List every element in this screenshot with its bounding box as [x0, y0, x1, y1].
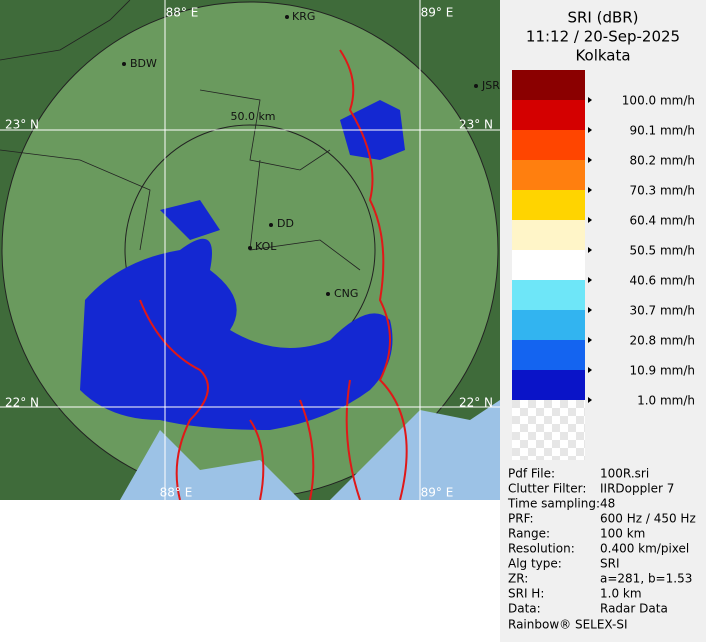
- legend-label: 60.4 mm/h: [629, 214, 695, 228]
- legend-label: 100.0 mm/h: [622, 94, 695, 108]
- info-value: 100R.sri: [600, 467, 649, 481]
- legend-swatch: [512, 310, 585, 340]
- legend-pointer: [588, 217, 592, 223]
- legend-pointer: [588, 187, 592, 193]
- city-label: KOL: [255, 240, 277, 253]
- info-key: Range:: [508, 527, 550, 541]
- graticule: [0, 0, 500, 500]
- legend-swatch: [512, 70, 585, 100]
- info-key: Pdf File:: [508, 467, 555, 481]
- legend-swatch: [512, 160, 585, 190]
- footer: Rainbow® SELEX-SI: [508, 618, 628, 632]
- city-label: DD: [277, 217, 294, 230]
- legend-label: 20.8 mm/h: [629, 334, 695, 348]
- legend-label: 90.1 mm/h: [629, 124, 695, 138]
- legend-label: 50.5 mm/h: [629, 244, 695, 258]
- info-value: SRI: [600, 557, 620, 571]
- info-key: Alg type:: [508, 557, 562, 571]
- rain-echo: [80, 100, 405, 430]
- city-label: CNG: [334, 287, 358, 300]
- lat-label: 22° N: [5, 396, 39, 410]
- legend-label: 10.9 mm/h: [629, 364, 695, 378]
- legend-swatch: [512, 220, 585, 250]
- map: [0, 0, 500, 500]
- legend-title: SRI (dBR): [567, 9, 638, 27]
- info-value: 600 Hz / 450 Hz: [600, 512, 696, 526]
- coast-lines: [139, 49, 408, 500]
- info-key: Time sampling:: [507, 497, 600, 511]
- legend-pointer: [588, 307, 592, 313]
- ring-label: 50.0 km: [230, 110, 275, 123]
- legend-pointer: [588, 397, 592, 403]
- legend-pointer: [588, 97, 592, 103]
- lon-label: 88° E: [160, 486, 193, 500]
- legend-label: 40.6 mm/h: [629, 274, 695, 288]
- info-value: 100 km: [600, 527, 645, 541]
- lon-label: 89° E: [421, 6, 454, 20]
- borders: [0, 0, 361, 271]
- lat-label: 23° N: [5, 118, 39, 132]
- info-key: Resolution:: [508, 542, 575, 556]
- legend-label: 1.0 mm/h: [637, 394, 695, 408]
- legend-label: 70.3 mm/h: [629, 184, 695, 198]
- info-value: Radar Data: [600, 602, 668, 616]
- lat-label: 23° N: [459, 118, 493, 132]
- info-value: 0.400 km/pixel: [600, 542, 689, 556]
- info-key: ZR:: [508, 572, 528, 586]
- legend-label: 30.7 mm/h: [629, 304, 695, 318]
- legend-label: 80.2 mm/h: [629, 154, 695, 168]
- no-data-swatch: [512, 400, 585, 460]
- legend-swatch: [512, 130, 585, 160]
- lat-label: 22° N: [459, 396, 493, 410]
- info-value: IIRDoppler 7: [600, 482, 674, 496]
- legend-swatch: [512, 100, 585, 130]
- info-key: SRI H:: [508, 587, 544, 601]
- legend-pointer: [588, 127, 592, 133]
- info-value: 1.0 km: [600, 587, 642, 601]
- lon-label: 88° E: [166, 6, 199, 20]
- legend-station: Kolkata: [575, 47, 630, 65]
- info-key: PRF:: [508, 512, 534, 526]
- legend-time: 11:12 / 20-Sep-2025: [526, 28, 680, 46]
- city-label: JSR: [481, 79, 500, 92]
- legend-pointer: [588, 367, 592, 373]
- city-dots: [122, 15, 478, 296]
- info-value: 48: [600, 497, 615, 511]
- legend-pointer: [588, 277, 592, 283]
- legend-swatch: [512, 250, 585, 280]
- legend-swatch: [512, 190, 585, 220]
- legend-swatch: [512, 340, 585, 370]
- legend-swatch: [512, 280, 585, 310]
- legend-pointer: [588, 247, 592, 253]
- lon-label: 89° E: [421, 486, 454, 500]
- info-value: a=281, b=1.53: [600, 572, 692, 586]
- legend-pointer: [588, 337, 592, 343]
- city-label: BDW: [130, 57, 157, 70]
- legend-pointer: [588, 157, 592, 163]
- info-key: Data:: [508, 602, 541, 616]
- city-label: KRG: [292, 10, 315, 23]
- legend-swatch: [512, 370, 585, 400]
- info-key: Clutter Filter:: [508, 482, 586, 496]
